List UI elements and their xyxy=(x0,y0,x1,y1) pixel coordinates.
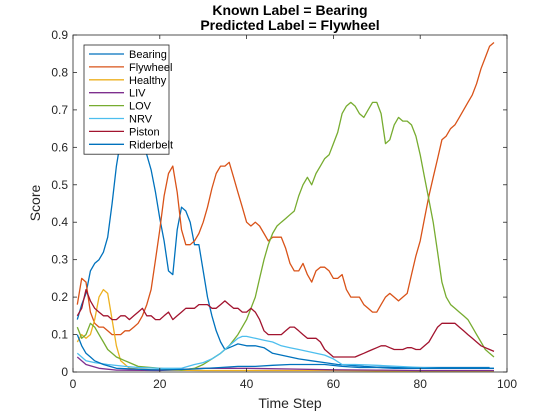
y-tick-label: 0.2 xyxy=(51,290,68,304)
legend-label: Piston xyxy=(129,126,160,138)
x-tick-label: 20 xyxy=(153,377,167,391)
legend-label: NRV xyxy=(129,114,153,126)
chart-title: Known Label = Bearing xyxy=(212,2,367,18)
legend: BearingFlywheelHealthyLIVLOVNRVPistonRid… xyxy=(83,44,173,155)
y-tick-label: 0.6 xyxy=(51,140,68,154)
x-tick-label: 80 xyxy=(414,377,428,391)
axes-box xyxy=(72,34,508,373)
y-tick-label: 0.3 xyxy=(51,253,68,267)
legend-label: Bearing xyxy=(129,49,167,61)
legend-label: LOV xyxy=(129,101,152,113)
x-tick-label: 40 xyxy=(240,377,254,391)
x-axis-label: Time Step xyxy=(258,395,321,411)
legend-label: LIV xyxy=(129,88,146,100)
y-tick-label: 0 xyxy=(61,365,68,379)
y-tick-label: 0.4 xyxy=(51,215,68,229)
series-line-lov xyxy=(76,101,495,371)
x-tick-label: 0 xyxy=(70,377,77,391)
series-line-healthy xyxy=(76,288,494,372)
series-line-bearing xyxy=(76,101,490,369)
y-tick-label: 0.1 xyxy=(51,328,68,342)
y-tick-label: 0.9 xyxy=(51,28,68,42)
ticks-layer: 0 20 40 60 80 100 0 0.1 0.2 0.3 0.4 0.5 0.6 0.7 0.8 0.9 xyxy=(51,28,517,391)
y-axis-label: Score xyxy=(27,185,43,222)
chart-subtitle: Predicted Label = Flywheel xyxy=(200,17,379,33)
series-line-nrv xyxy=(76,335,494,369)
y-tick-label: 0.7 xyxy=(51,103,68,117)
series-line-piston xyxy=(76,288,495,358)
legend-label: Healthy xyxy=(129,75,167,87)
x-tick-label: 60 xyxy=(327,377,341,391)
series-line-flywheel xyxy=(76,42,495,336)
x-tick-label: 100 xyxy=(497,377,517,391)
legend-label: Riderbelt xyxy=(129,139,173,151)
y-tick-label: 0.8 xyxy=(51,65,68,79)
legend-box xyxy=(83,44,170,155)
legend-label: Flywheel xyxy=(129,62,172,74)
y-tick-label: 0.5 xyxy=(51,178,68,192)
